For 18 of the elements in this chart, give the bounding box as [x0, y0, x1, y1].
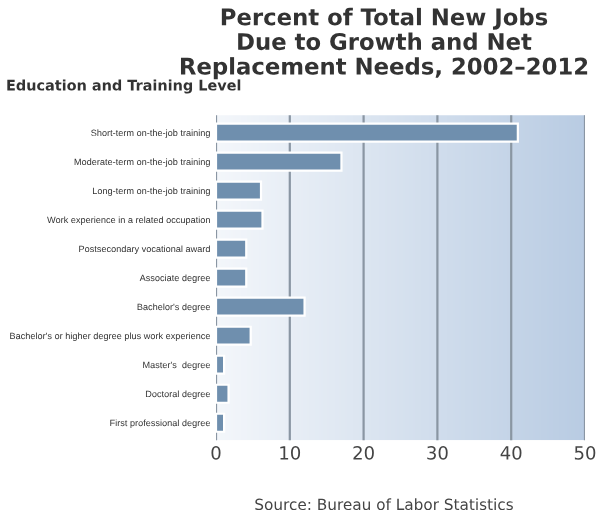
- bar: [216, 296, 306, 317]
- bar: [216, 267, 248, 288]
- x-tick-label: 20: [353, 446, 374, 460]
- x-tick-label: 40: [500, 446, 522, 460]
- bar: [216, 151, 343, 172]
- bar: [216, 412, 226, 433]
- x-tick-label: 50: [574, 446, 596, 460]
- bar: [216, 209, 264, 230]
- bar: [216, 383, 230, 404]
- bar: [216, 238, 248, 259]
- x-tick-label: 30: [427, 446, 448, 460]
- bar: [216, 325, 252, 346]
- bar: [216, 180, 263, 201]
- chart-title: Percent of Total New Jobs Due to Growth and Net Replacement Needs, 2002–2012: [180, 7, 588, 80]
- bar: [216, 122, 519, 143]
- x-tick-label: 10: [280, 446, 301, 460]
- x-tick-label: 0: [211, 446, 221, 460]
- bar: [216, 354, 226, 375]
